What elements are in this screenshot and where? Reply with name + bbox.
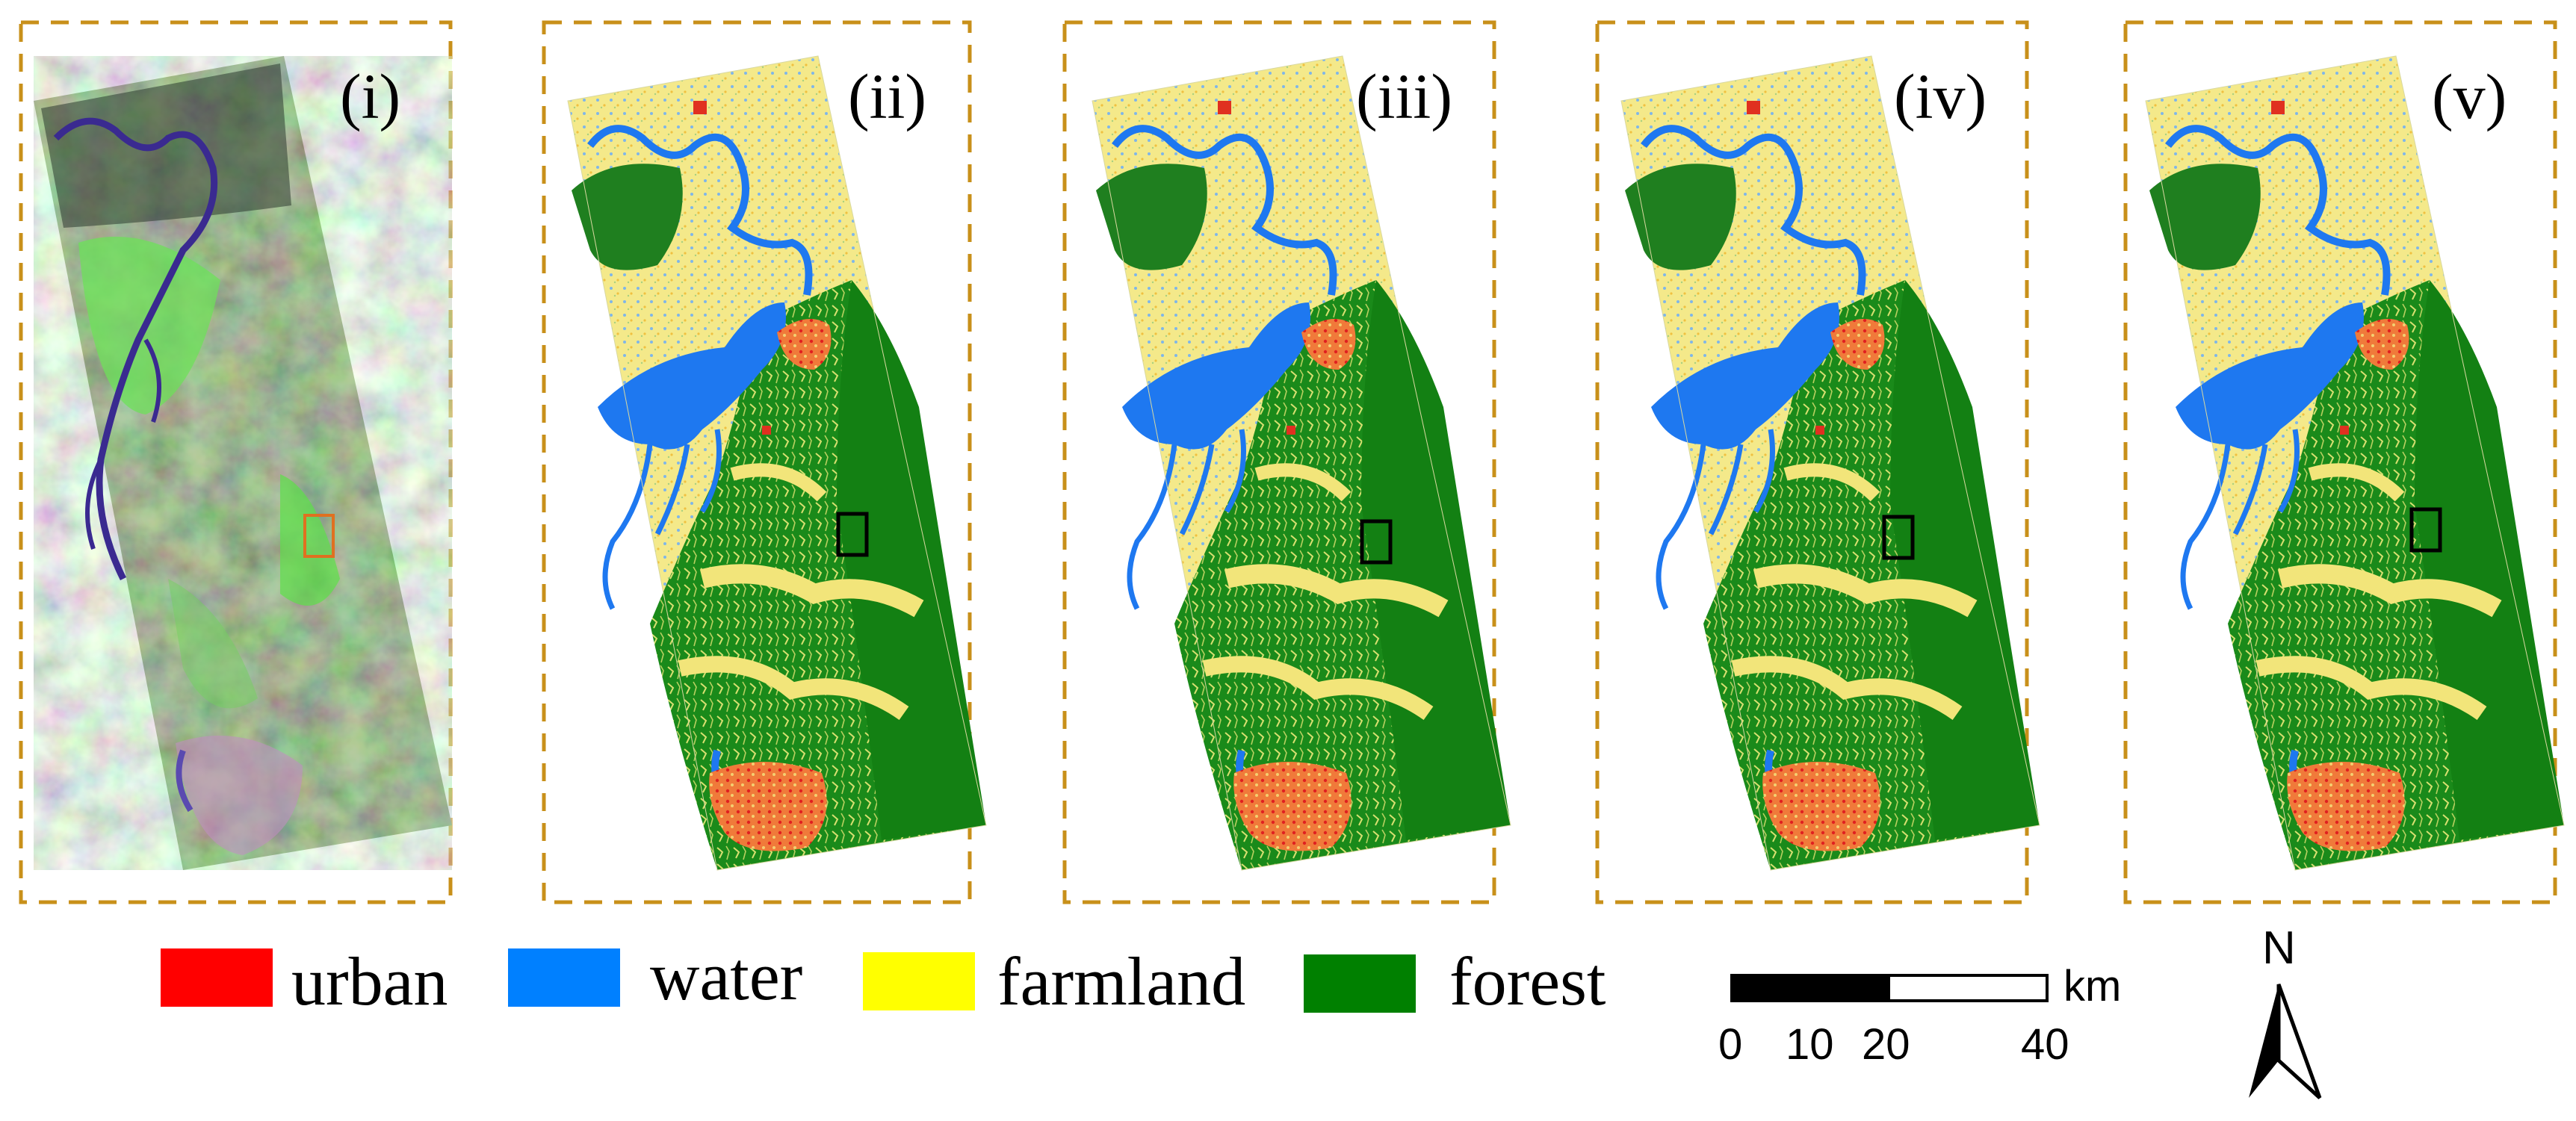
scale-tick-label: 0 [1718, 1020, 1742, 1069]
panel-label: (v) [2432, 60, 2507, 132]
highlight-box [303, 514, 335, 558]
panel-ii: (ii) [542, 20, 986, 904]
highlight-box [1360, 519, 1393, 565]
legend-label: farmland [997, 943, 1245, 1019]
panel-i: (i) [19, 20, 453, 904]
north-label: N [2262, 922, 2296, 974]
scale-bar-white [1887, 974, 2049, 1002]
panel-label: (iv) [1894, 60, 1987, 132]
scale-tick-label: 20 [1862, 1020, 1910, 1069]
panel-frame [19, 20, 453, 904]
north-arrow-icon [2249, 984, 2279, 1098]
legend-swatch [508, 948, 620, 1007]
north-arrow: N [2249, 922, 2322, 1099]
scale-tick-label: 10 [1786, 1020, 1834, 1069]
panel-frame [1595, 20, 2029, 904]
panel-frame [1062, 20, 1496, 904]
legend-label: urban [291, 943, 448, 1019]
panel-label: (i) [340, 60, 400, 132]
scale-bar: km 0 10 20 40 [1718, 962, 2121, 1069]
legend-label: forest [1449, 943, 1606, 1019]
scale-unit: km [2063, 962, 2121, 1010]
north-arrow-icon [2276, 984, 2322, 1099]
panel-label: (ii) [848, 60, 926, 132]
highlight-box [2409, 507, 2442, 553]
legend-item-water: water [508, 938, 802, 1014]
highlight-box [1882, 515, 1915, 560]
legend-swatch [161, 948, 273, 1007]
scale-bar-black [1732, 975, 1889, 1001]
highlight-box [836, 512, 869, 557]
panel-v: (v) [2123, 20, 2564, 904]
legend-label: water [650, 938, 802, 1014]
legend-item-farmland: farmland [863, 943, 1245, 1019]
panel-frame [542, 20, 972, 904]
panel-label: (iii) [1356, 60, 1452, 132]
legend-item-forest: forest [1304, 943, 1606, 1019]
legend: urban water farmland forest [161, 938, 1606, 1019]
legend-swatch [863, 952, 975, 1010]
scale-tick-label: 40 [2021, 1020, 2069, 1069]
panel-iii: (iii) [1062, 20, 1511, 904]
panel-iv: (iv) [1595, 20, 2040, 904]
legend-item-urban: urban [161, 943, 448, 1019]
legend-swatch [1304, 954, 1416, 1013]
panel-frame [2123, 20, 2557, 904]
